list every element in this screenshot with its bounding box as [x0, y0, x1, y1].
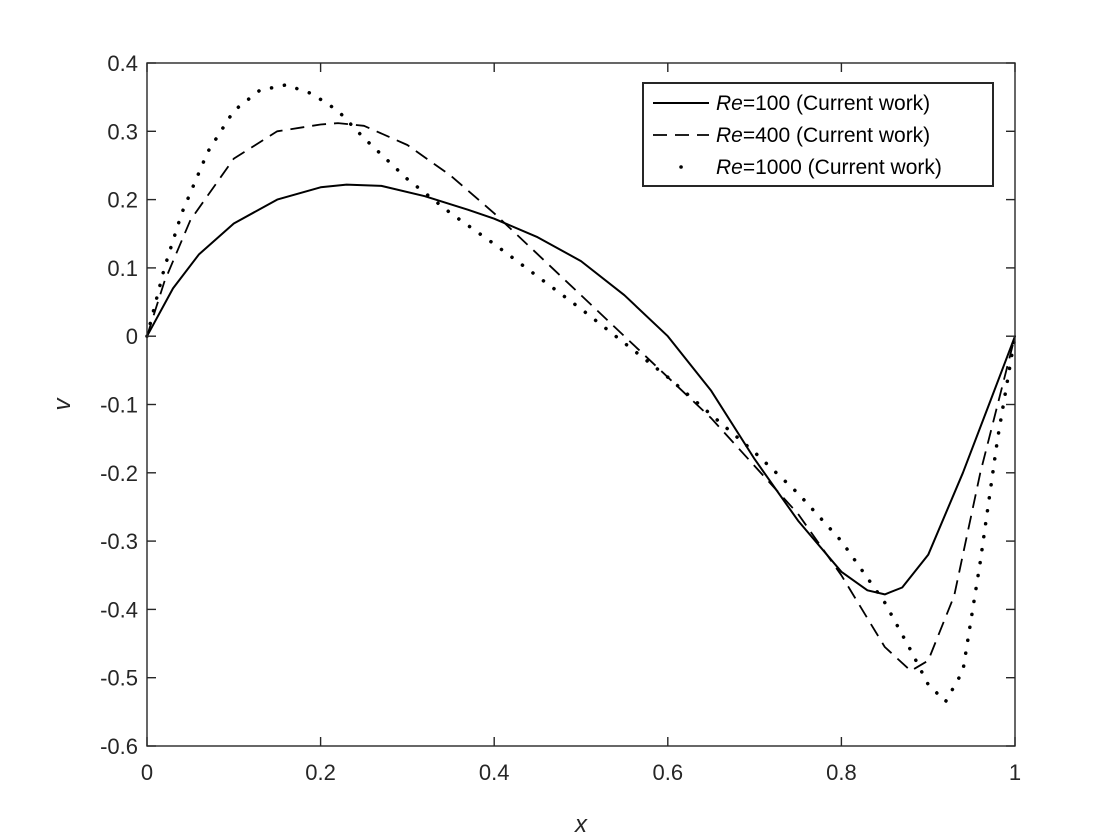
- series-line-1: [146, 183, 1016, 596]
- x-tick-label: 0.6: [653, 760, 684, 785]
- x-tick-label: 0.2: [305, 760, 336, 785]
- legend-label-3: Re=1000 (Current work): [716, 156, 942, 179]
- y-tick-label: 0.1: [107, 256, 138, 281]
- x-tick-label: 0.4: [479, 760, 510, 785]
- legend: Re=100 (Current work) Re=400 (Current wor…: [642, 82, 994, 187]
- y-tick-label: -0.5: [100, 666, 138, 691]
- x-tick-label: 0.8: [826, 760, 857, 785]
- y-tick-label: -0.6: [100, 734, 138, 759]
- y-tick-label: 0: [126, 324, 138, 349]
- y-axis-label: v: [49, 397, 76, 411]
- y-axis: -0.6 -0.5 -0.4 -0.3 -0.2 -0.1 0 0.1 0.2 0.3 0.4: [100, 51, 1015, 759]
- x-tick-label: 1: [1009, 760, 1021, 785]
- x-axis: 0 0.2 0.4 0.6 0.8 1: [141, 63, 1021, 785]
- y-tick-label: 0.2: [107, 188, 138, 213]
- y-tick-label: -0.3: [100, 529, 138, 554]
- series-line-3: [145, 83, 1017, 704]
- plot-lines: [145, 83, 1017, 704]
- series-line-2: [146, 122, 1016, 672]
- y-tick-label: 0.4: [107, 51, 138, 76]
- x-axis-label: x: [574, 811, 588, 838]
- x-tick-label: 0: [141, 760, 153, 785]
- legend-label-1: Re=100 (Current work): [716, 92, 930, 115]
- legend-label-2: Re=400 (Current work): [716, 124, 930, 147]
- y-tick-label: 0.3: [107, 119, 138, 144]
- y-tick-label: -0.2: [100, 461, 138, 486]
- y-tick-label: -0.1: [100, 393, 138, 418]
- y-tick-label: -0.4: [100, 597, 138, 622]
